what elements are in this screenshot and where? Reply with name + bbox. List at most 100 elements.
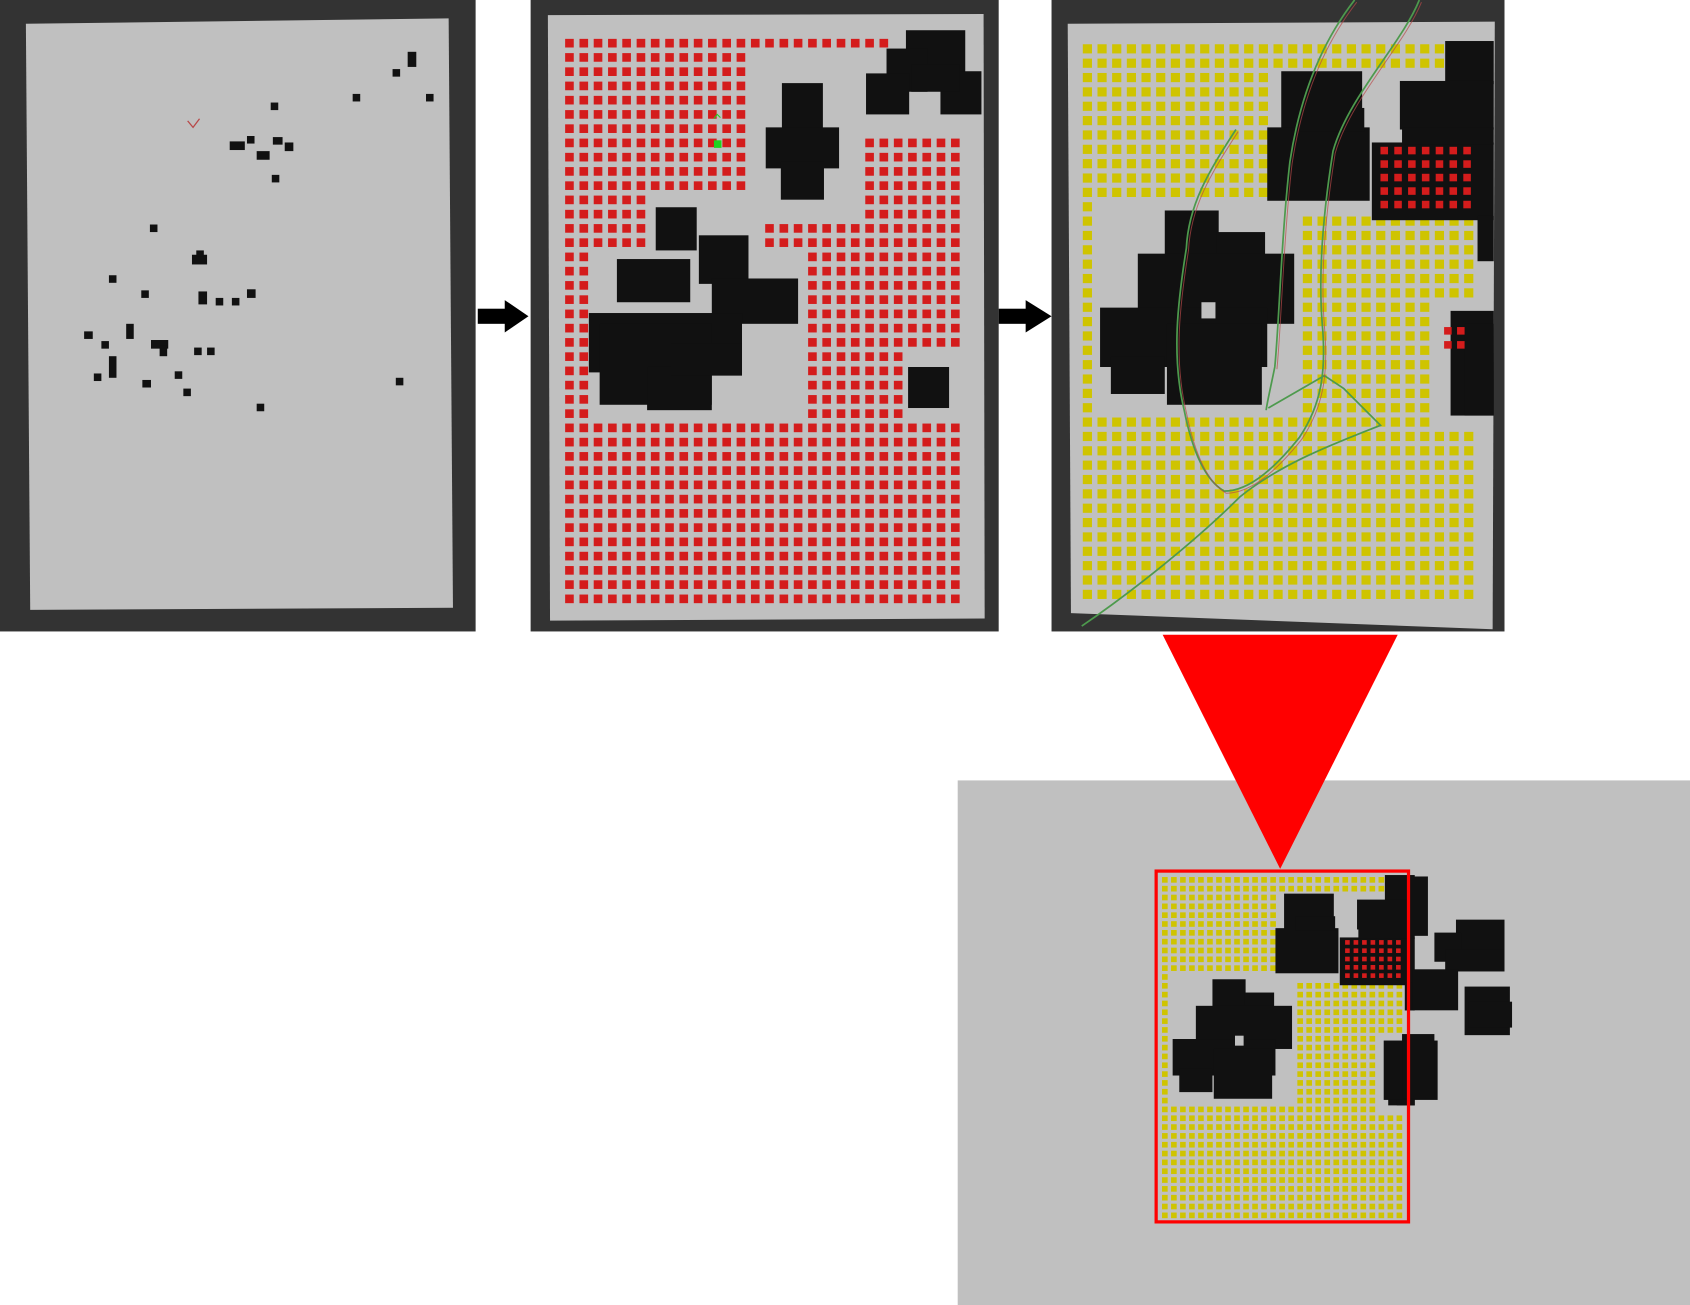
grid-cell [1332,589,1342,599]
grid-cell [936,537,946,547]
grid-cell [1126,474,1136,485]
grid-cell [636,195,646,205]
grid-cell [1214,431,1224,442]
grid-cell [665,181,674,190]
grid-cell [1360,1027,1367,1033]
grid-cell [1288,1186,1294,1192]
grid-cell [1261,1168,1267,1175]
grid-cell [1200,446,1210,456]
grid-cell [1333,1141,1340,1148]
grid-cell [1360,1035,1367,1042]
grid-cell [693,152,703,162]
grid-cell [1270,938,1276,945]
grid-cell [908,209,917,219]
grid-cell [1162,1133,1168,1139]
grid-cell [593,95,603,105]
grid-cell [1332,460,1342,470]
grid-cell [1378,1009,1385,1016]
grid-cell [1243,885,1249,892]
grid-cell [593,566,603,575]
grid-cell [1171,1186,1177,1192]
grid-cell [1214,159,1224,169]
grid-cell [1333,1106,1340,1113]
grid-cell [850,423,860,433]
grid-cell [736,38,746,48]
obstacle [1110,356,1165,394]
grid-cell [750,509,760,518]
grid-cell [1141,489,1151,499]
grid-cell [1387,982,1394,989]
grid-cell [1171,1159,1177,1166]
grid-cell [622,138,631,148]
grid-cell [1225,965,1231,971]
grid-cell [1346,561,1356,571]
grid-cell [693,138,703,148]
grid-cell [1333,1186,1340,1192]
grid-cell [1214,474,1224,485]
grid-cell [1200,532,1210,542]
grid-cell [636,53,646,62]
grid-cell [850,551,860,561]
grid-cell [1216,894,1222,901]
obstacle [126,323,134,339]
grid-cell [1360,1044,1367,1051]
grid-cell [650,452,660,461]
grid-cell [650,537,660,547]
grid-cell [565,395,574,404]
grid-cell [793,38,803,48]
grid-cell [1361,230,1371,241]
grid-cell [1376,273,1386,284]
grid-cell [1302,345,1312,355]
grid-cell [1198,1159,1204,1166]
grid-cell [1189,1203,1195,1210]
grid-cell [1396,1212,1403,1219]
grid-cell [1270,1194,1276,1201]
grid-cell [1214,589,1224,599]
grid-cell [1324,1009,1331,1016]
grid-cell [1214,446,1224,456]
grid-cell [1297,1053,1303,1060]
grid-cell [1214,187,1224,197]
grid-cell [565,110,574,119]
grid-cell [1464,446,1474,456]
grid-cell [1156,474,1166,485]
grid-cell [1420,403,1430,413]
grid-cell [951,224,960,233]
grid-cell [1434,460,1444,470]
grid-cell [1229,489,1239,499]
grid-cell [951,594,960,604]
grid-cell [1252,965,1258,971]
grid-cell [1449,146,1458,155]
grid-cell [1171,1150,1177,1157]
grid-cell [1361,546,1371,556]
grid-cell [1273,474,1283,485]
grid-cell [879,494,889,504]
grid-cell [1097,561,1107,571]
grid-cell [1387,1203,1394,1210]
grid-cell [1396,956,1401,962]
grid-cell [565,81,574,91]
grid-cell [1342,1027,1349,1033]
grid-cell [1229,460,1239,470]
grid-cell [1376,532,1386,542]
grid-cell [579,53,589,62]
grid-cell [1207,894,1213,901]
grid-cell [608,181,617,190]
grid-cell [1434,532,1444,542]
grid-cell [1315,1124,1322,1130]
grid-cell [1082,58,1092,68]
grid-cell [593,195,603,205]
grid-cell [936,252,946,262]
grid-cell [1333,1080,1340,1086]
grid-cell [1112,44,1122,54]
grid-cell [650,124,660,133]
grid-cell [1394,173,1402,182]
grid-cell [1252,1124,1258,1130]
grid-cell [1396,973,1401,978]
grid-cell [1207,930,1213,936]
grid-cell [1189,877,1195,883]
grid-cell [908,181,917,190]
grid-cell [1315,1071,1322,1077]
grid-cell [1360,1186,1367,1192]
grid-cell [1171,965,1177,971]
